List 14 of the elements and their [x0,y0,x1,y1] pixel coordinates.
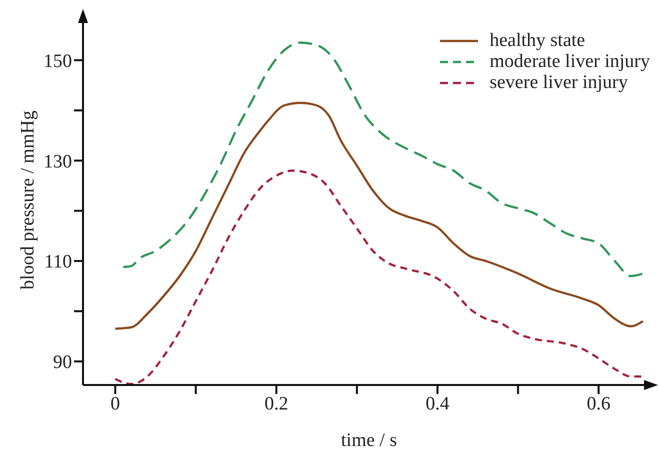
y-tick-label: 90 [53,352,72,374]
x-tick-label: 0.2 [264,393,288,414]
legend-label: severe liver injury [490,72,628,93]
y-tick-label: 130 [44,151,72,172]
y-axis-title: blood pressure / mmHg [18,110,38,290]
x-tick-label: 0.4 [426,393,450,414]
y-tick-label: 150 [44,50,72,72]
y-tick-label: 110 [44,252,72,273]
x-tick-label: 0.6 [586,393,610,414]
legend-label: healthy state [490,30,586,51]
line-series [114,102,644,330]
x-axis-title: time / s [341,430,397,450]
x-tick-label: 0 [110,393,120,414]
legend-label: moderate liver injury [490,51,650,72]
